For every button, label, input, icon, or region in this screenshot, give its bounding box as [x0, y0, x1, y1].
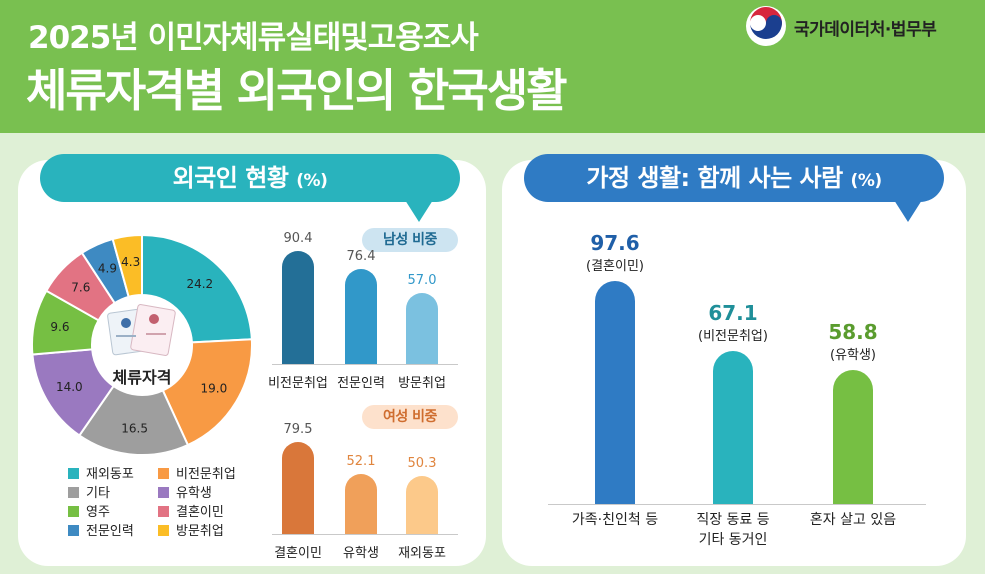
legend-item: 전문인력	[68, 524, 134, 540]
female-chart-baseline	[272, 534, 458, 535]
legend-item: 영주	[68, 505, 110, 521]
bar-category-label: 결혼이민	[274, 546, 322, 561]
slice-value-label: 16.5	[121, 422, 148, 436]
bar-category-label: 가족·친인척 등	[535, 510, 695, 530]
female-ratio-tag: 여성 비중	[362, 405, 458, 429]
banner-title: 가정 생활: 함께 사는 사람	[586, 164, 843, 192]
bar-value-label: 58.8	[828, 319, 878, 344]
legend-swatch	[68, 487, 79, 498]
legend-item: 재외동포	[68, 467, 134, 483]
legend-label: 영주	[86, 505, 110, 520]
banner-unit: (%)	[850, 171, 883, 191]
legend-swatch	[158, 487, 169, 498]
bar-value-label: 90.4	[283, 231, 313, 246]
bar	[406, 475, 438, 534]
banner-unit: (%)	[296, 171, 328, 191]
slice-value-label: 4.9	[98, 261, 117, 275]
legend-item: 비전문취업	[158, 467, 236, 483]
legend-label: 유학생	[176, 486, 212, 501]
bar-value-label: 76.4	[346, 248, 376, 264]
bar-qualifier-label: (결혼이민)	[586, 259, 644, 275]
legend-label: 전문인력	[86, 524, 134, 539]
legend-item: 방문취업	[158, 524, 224, 540]
legend-label: 기타	[86, 486, 110, 501]
bar-category-line: 기타 동거인	[698, 532, 768, 548]
legend-label: 결혼이민	[176, 505, 224, 520]
agency-name: 국가데이터처·법무부	[794, 20, 937, 40]
bar	[406, 292, 438, 364]
bar-category-label: 혼자 살고 있음	[773, 510, 933, 530]
bar-value-label: 50.3	[407, 455, 437, 471]
bar-category-label: 전문인력	[337, 376, 385, 391]
household-banner: 가정 생활: 함께 사는 사람 (%)	[524, 154, 944, 202]
legend-item: 기타	[68, 486, 110, 502]
slice-value-label: 7.6	[71, 280, 90, 294]
slice-value-label: 19.0	[200, 382, 227, 396]
banner-title: 외국인 현황	[172, 164, 289, 192]
bar-qualifier-label: (비전문취업)	[698, 329, 768, 344]
slice-value-label: 24.2	[186, 277, 213, 291]
bar	[595, 281, 635, 504]
foreigner-status-banner: 외국인 현황 (%)	[40, 154, 460, 202]
legend-label: 비전문취업	[176, 467, 236, 482]
male-ratio-tag: 남성 비중	[362, 228, 458, 252]
taegeuk-emblem-icon	[746, 6, 786, 46]
bar-category-label: 재외동포	[398, 546, 446, 561]
agency-logo: 국가데이터처·법무부	[746, 6, 982, 46]
banner-tail	[894, 200, 922, 222]
male-chart-baseline	[272, 364, 458, 365]
id-cards-icon	[107, 304, 176, 356]
header-banner: 2025년 이민자체류실태및고용조사 체류자격별 외국인의 한국생활 국가데이터…	[0, 0, 985, 133]
legend-swatch	[68, 525, 79, 536]
donut-center-label: 체류자격	[113, 368, 172, 387]
legend-swatch	[158, 506, 169, 517]
bar	[282, 251, 314, 364]
bar	[713, 351, 753, 504]
bar-category-label: 방문취업	[398, 376, 446, 391]
household-chart-baseline	[548, 504, 926, 505]
bar-category-label: 유학생	[343, 546, 379, 561]
legend-swatch	[68, 506, 79, 517]
bar-category-line: 직장 동료 등	[696, 512, 770, 528]
legend-swatch	[158, 468, 169, 479]
legend-label: 방문취업	[176, 524, 224, 539]
bar	[345, 268, 377, 364]
donut-chart: 체류자격 24.2 19.0 16.5 14.0 9.6 7.6 4.9 4.3	[31, 233, 253, 456]
legend-swatch	[68, 468, 79, 479]
banner-tail	[405, 200, 433, 222]
slice-value-label: 9.6	[50, 320, 69, 334]
bar-qualifier-label: (유학생)	[829, 347, 877, 363]
bar	[345, 473, 377, 534]
bar-value-label: 97.6	[590, 231, 640, 256]
page-title: 체류자격별 외국인의 한국생활	[26, 64, 568, 117]
bar	[833, 369, 873, 504]
bar-category-line: 혼자 살고 있음	[809, 512, 897, 528]
legend-swatch	[158, 525, 169, 536]
bar-category-line: 가족·친인척 등	[571, 512, 659, 528]
bar-value-label: 67.1	[708, 301, 758, 325]
bar-value-label: 57.0	[407, 272, 437, 288]
bar-category-label: 비전문취업	[268, 376, 328, 391]
survey-title: 2025년 이민자체류실태및고용조사	[28, 20, 479, 56]
bar-value-label: 52.1	[346, 453, 376, 469]
bar	[282, 441, 314, 534]
legend-item: 결혼이민	[158, 505, 224, 521]
slice-value-label: 14.0	[56, 380, 83, 394]
slice-value-label: 4.3	[121, 255, 140, 269]
legend-item: 유학생	[158, 486, 212, 502]
bar-value-label: 79.5	[283, 421, 313, 437]
legend-label: 재외동포	[86, 467, 134, 482]
